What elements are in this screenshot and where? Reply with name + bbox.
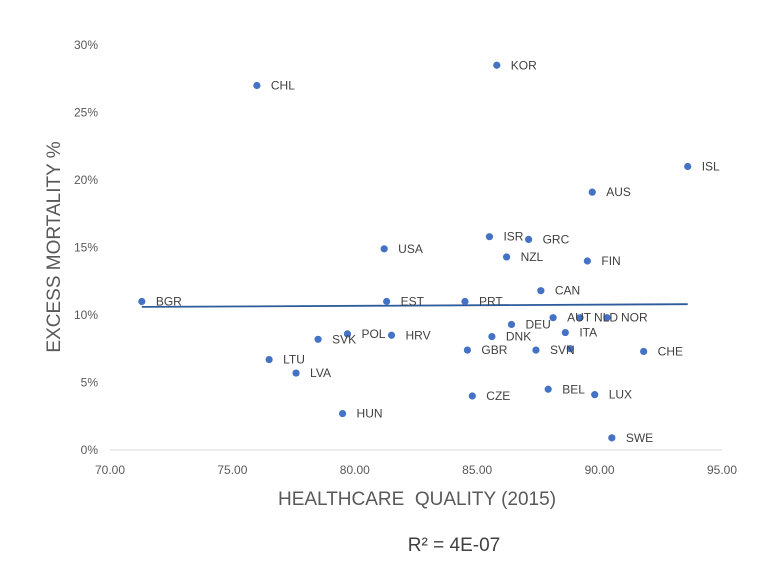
data-point-cze	[468, 392, 476, 400]
data-point-chl	[253, 81, 261, 90]
y-tick-label: 10%	[74, 308, 98, 322]
point-label-lva: LVA	[310, 366, 331, 380]
x-tick-label: 90.00	[585, 463, 615, 477]
point-label-bel: BEL	[562, 382, 585, 396]
point-label-can: CAN	[555, 284, 580, 298]
data-point-svk	[314, 335, 322, 343]
data-point-bel	[544, 385, 552, 393]
data-point-svn-2	[566, 345, 574, 353]
data-point-ltu	[265, 355, 273, 364]
point-label-hrv: HRV	[406, 328, 431, 342]
point-label-dnk: DNK	[506, 330, 531, 344]
data-point-grc	[525, 235, 533, 243]
point-label-est: EST	[401, 295, 425, 309]
data-point-est	[383, 297, 391, 306]
point-label-svk: SVK	[332, 332, 356, 346]
point-label-nzl: NZL	[521, 250, 544, 264]
point-label-pol: POL	[361, 327, 385, 341]
data-point-svn	[532, 346, 540, 354]
data-point-gbr	[463, 346, 472, 354]
data-point-che	[640, 347, 648, 356]
point-label-fin: FIN	[601, 254, 620, 268]
data-point-swe	[608, 434, 616, 442]
point-label-aut: AUT	[567, 311, 592, 325]
x-tick-label: 80.00	[340, 463, 370, 477]
data-point-prt	[461, 297, 469, 306]
point-label-deu: DEU	[525, 317, 550, 331]
y-tick-label: 15%	[74, 241, 98, 255]
data-point-pol	[343, 330, 352, 338]
point-label-grc: GRC	[543, 232, 570, 246]
data-point-ita	[561, 328, 569, 337]
point-label-nor: NOR	[621, 311, 648, 325]
data-point-isl	[684, 162, 692, 171]
point-label-swe: SWE	[626, 431, 653, 445]
point-labels: KOR CHL ISL AUS ISR GRC USA NZL FIN CAN BGR EST PRT A…	[156, 58, 720, 445]
data-point-lux	[591, 391, 599, 399]
y-axis-title: EXCESS MORTALITY %	[44, 141, 65, 352]
data-point-hrv	[387, 331, 396, 339]
point-label-che: CHE	[658, 344, 683, 358]
data-point-can	[537, 287, 545, 295]
point-label-cze: CZE	[486, 389, 510, 403]
y-tick-label: 5%	[81, 376, 99, 390]
y-tick-label: 20%	[74, 173, 98, 187]
data-point-nzl	[502, 253, 511, 261]
point-label-kor: KOR	[511, 58, 537, 72]
point-label-gbr: GBR	[481, 343, 507, 357]
data-point-usa	[380, 245, 388, 253]
data-point-aut	[549, 314, 557, 322]
data-point-aus	[588, 188, 596, 196]
point-label-svn: SVN	[550, 343, 575, 357]
point-label-isr: ISR	[503, 230, 523, 244]
trendline	[141, 303, 688, 308]
point-label-ltu: LTU	[283, 353, 305, 367]
x-tick-label: 95.00	[707, 463, 737, 477]
point-label-usa: USA	[398, 242, 423, 256]
point-label-bgr: BGR	[156, 295, 182, 309]
data-point-fin	[583, 257, 591, 265]
point-label-aus: AUS	[606, 185, 631, 199]
data-point-deu	[507, 320, 516, 329]
x-tick-labels: 70.00 75.00 80.00 85.00 90.00 95.00	[95, 463, 737, 477]
x-tick-label: 85.00	[462, 463, 492, 477]
point-label-prt: PRT	[479, 295, 503, 309]
data-point-bgr	[138, 297, 146, 306]
point-label-hun: HUN	[357, 407, 383, 421]
point-label-chl: CHL	[271, 79, 295, 93]
x-tick-label: 75.00	[217, 463, 247, 477]
trendline-group	[141, 303, 688, 308]
data-point-nld	[576, 314, 584, 322]
point-label-nld: NLD	[594, 311, 618, 325]
y-tick-label: 25%	[74, 106, 98, 120]
data-point-hun	[338, 409, 347, 418]
y-tick-labels: 0% 5% 10% 15% 20% 25% 30%	[74, 38, 98, 457]
data-point-lva	[292, 369, 300, 377]
r-squared-label: R² = 4E-07	[408, 535, 500, 556]
y-tick-label: 0%	[81, 443, 99, 457]
x-tick-label: 70.00	[95, 463, 125, 477]
data-point-dnk	[488, 333, 496, 341]
data-points	[138, 61, 692, 442]
point-label-ita: ITA	[579, 326, 597, 340]
data-point-isr	[485, 233, 494, 241]
point-label-isl: ISL	[702, 160, 720, 174]
x-axis-title: HEALTHCARE QUALITY (2015)	[278, 489, 556, 510]
point-label-lux: LUX	[609, 388, 632, 402]
y-tick-label: 30%	[74, 38, 98, 52]
data-point-kor	[493, 61, 501, 69]
data-point-nor	[603, 314, 611, 322]
